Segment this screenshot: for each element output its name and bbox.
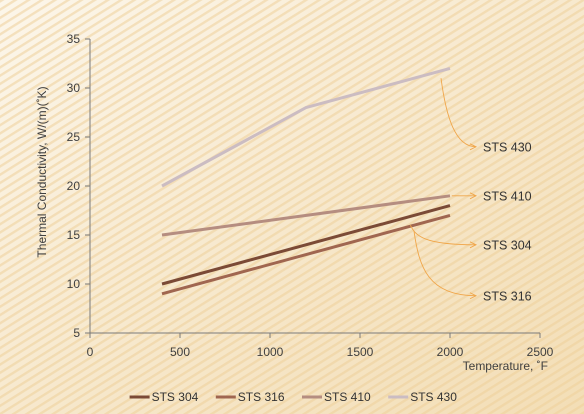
legend-label: STS 430 (410, 390, 457, 404)
x-tick-label: 500 (170, 345, 190, 359)
callout-line (409, 225, 477, 246)
series-layer (161, 66, 451, 296)
callout-arrowhead (469, 143, 478, 151)
callout-arrowhead (469, 192, 478, 200)
annotation-layer: STS 430 STS 410 STS 304 STS 316 (409, 78, 532, 303)
legend-label: STS 304 (152, 390, 199, 404)
y-tick-label: 30 (67, 81, 81, 95)
callout-line (413, 231, 477, 297)
x-tick-label: 1000 (257, 345, 284, 359)
x-axis-label: Temperature, ˚F (463, 359, 548, 373)
series-line-sts-410 (161, 194, 451, 237)
legend: STS 304 STS 316 STS 410 STS 430 (129, 390, 457, 404)
y-tick-label: 15 (67, 228, 81, 242)
series-line-sts-316 (161, 213, 451, 296)
series-line-sts-304 (161, 204, 451, 286)
legend-label: STS 316 (238, 390, 285, 404)
y-axis-label: Thermal Conductivity, W/(m)(˚K) (35, 86, 49, 257)
annotation-label: STS 304 (483, 238, 532, 252)
legend-label: STS 410 (324, 390, 371, 404)
callout-arrowhead (469, 241, 478, 249)
callout-line (440, 78, 477, 148)
y-tick-label: 10 (67, 277, 81, 291)
x-tick-label: 2000 (437, 345, 464, 359)
x-tick-label: 2500 (527, 345, 554, 359)
y-tick-label: 35 (67, 32, 81, 46)
x-tick-label: 0 (87, 345, 94, 359)
annotation-label: STS 316 (483, 289, 532, 303)
axes: 5 10 15 20 25 30 35 0 500 1000 1500 2000 2500 (67, 32, 554, 359)
y-tick-label: 20 (67, 179, 81, 193)
y-tick-label: 5 (73, 326, 80, 340)
annotation-label: STS 430 (483, 140, 532, 154)
x-tick-label: 1500 (347, 345, 374, 359)
callout-arrowhead (469, 292, 478, 300)
y-tick-label: 25 (67, 130, 81, 144)
annotation-label: STS 410 (483, 189, 532, 203)
series-line-sts-430 (161, 66, 451, 188)
